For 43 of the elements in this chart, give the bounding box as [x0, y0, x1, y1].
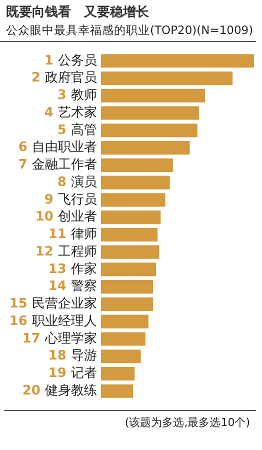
bar: [101, 280, 154, 294]
y-tick-label: 18 导游: [48, 348, 97, 364]
bar: [101, 106, 199, 120]
bar: [101, 297, 154, 311]
bar: [101, 262, 156, 276]
bar: [101, 124, 198, 138]
bar: [101, 193, 166, 207]
bar: [101, 158, 173, 172]
bar: [101, 88, 206, 102]
y-tick-label: 19 记者: [48, 366, 97, 382]
y-tick-label: 2 政府官员: [31, 70, 97, 86]
bar: [101, 71, 233, 86]
bar: [101, 54, 254, 68]
y-tick-label: 5 高管: [57, 122, 97, 138]
y-tick-label: 17 心理学家: [22, 330, 97, 346]
text: (该题为多选,最多选10个): [4, 410, 256, 430]
bar: [101, 210, 161, 224]
y-tick-label: 11 律师: [48, 227, 97, 242]
bar: [101, 141, 190, 155]
bar: [101, 384, 134, 398]
bar: [101, 332, 146, 346]
y-tick-label: 9 飞行员: [44, 192, 97, 208]
chart-subtitle: 公众眼中最具幸福感的职业(TOP20)(N=1009): [0, 21, 256, 42]
y-tick-label: 4 艺术家: [44, 104, 97, 120]
y-tick-label: 20 健身教练: [22, 383, 97, 398]
y-tick-label: 12 工程师: [35, 244, 97, 260]
bar: [101, 176, 170, 190]
y-tick-label: 10 创业者: [35, 210, 97, 225]
bar: [101, 228, 158, 242]
y-tick-label: 7 金融工作者: [18, 158, 97, 173]
y-tick-label: 6 自由职业者: [18, 140, 97, 156]
chart-title: 既要向钱看 又要稳增长: [5, 4, 150, 21]
y-tick-label: 8 演员: [57, 174, 97, 190]
bar: [101, 245, 160, 259]
y-tick-label: 16 职业经理人: [9, 314, 97, 329]
y-tick-label: 13 作家: [48, 260, 97, 277]
bar: [101, 350, 141, 364]
bar: [101, 314, 148, 328]
bar: [101, 366, 135, 381]
y-tick-label: 15 民营企业家: [9, 296, 97, 312]
y-tick-label: 14 警察: [48, 278, 97, 294]
y-tick-label: 3 教师: [57, 88, 97, 104]
y-tick-label: 1 公务员: [44, 53, 97, 68]
